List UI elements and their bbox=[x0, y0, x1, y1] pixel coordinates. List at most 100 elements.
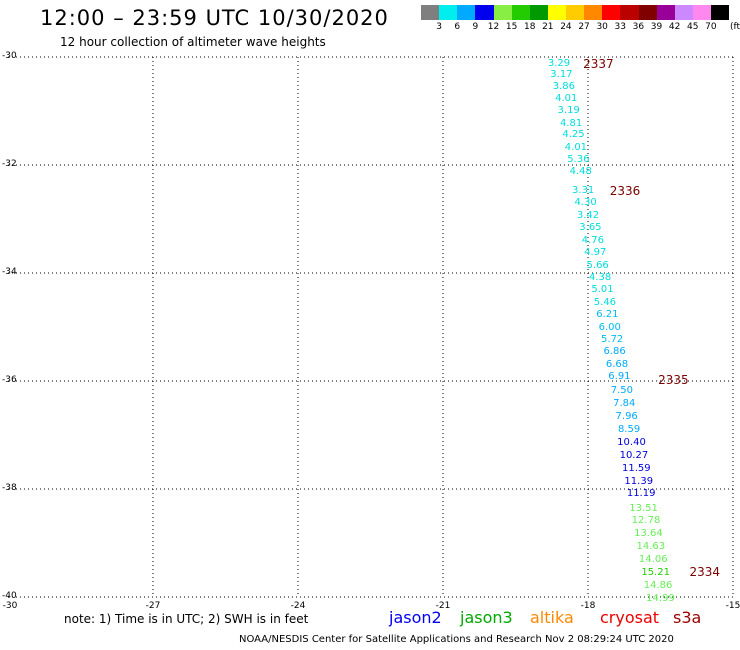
color-scale-label: 9 bbox=[472, 22, 479, 32]
color-scale-swatch bbox=[638, 5, 657, 20]
swh-observation: 5.66 bbox=[586, 259, 609, 271]
lat-tick-label: -32 bbox=[2, 159, 17, 169]
color-scale-label: 18 bbox=[523, 22, 536, 32]
swh-observation: 7.96 bbox=[615, 410, 638, 422]
color-scale-swatch bbox=[511, 5, 530, 20]
lat-tick-label: -38 bbox=[2, 483, 17, 493]
color-scale-swatch bbox=[529, 5, 548, 20]
color-scale-swatch bbox=[584, 5, 603, 20]
color-scale-swatch bbox=[439, 5, 458, 20]
footnote: note: 1) Time is in UTC; 2) SWH is in fe… bbox=[64, 612, 309, 626]
swh-observation: 8.59 bbox=[617, 423, 641, 435]
satellite-legend-item: cryosat bbox=[600, 608, 660, 627]
color-scale bbox=[421, 5, 730, 20]
swh-observation: 10.27 bbox=[619, 449, 649, 461]
lat-tick-label: -30 bbox=[2, 51, 17, 61]
color-scale-swatch bbox=[566, 5, 585, 20]
pass-label: 2337 bbox=[583, 57, 614, 72]
color-scale-label: 33 bbox=[614, 22, 627, 32]
lat-tick-label: -36 bbox=[2, 375, 17, 385]
swh-observation: 6.21 bbox=[596, 309, 619, 321]
pass-label: 2335 bbox=[658, 373, 689, 387]
swh-observation: 5.36 bbox=[567, 153, 590, 165]
swh-observation: 3.17 bbox=[550, 68, 573, 80]
color-scale-swatch bbox=[692, 5, 711, 20]
color-scale-swatch bbox=[475, 5, 494, 20]
swh-observation: 3.42 bbox=[576, 209, 600, 221]
swh-observation: 14.86 bbox=[643, 580, 673, 592]
pass-label: 2336 bbox=[609, 184, 641, 198]
color-scale-label: 39 bbox=[650, 22, 663, 32]
satellite-legend-item: s3a bbox=[673, 608, 702, 627]
swh-observation: 4.48 bbox=[569, 165, 592, 177]
color-scale-swatch bbox=[602, 5, 621, 20]
credit-line: NOAA/NESDIS Center for Satellite Applica… bbox=[239, 634, 674, 645]
color-scale-label: 45 bbox=[687, 22, 699, 32]
color-scale-label: 30 bbox=[596, 22, 608, 32]
map-title: 12:00 – 23:59 UTC 10/30/2020 bbox=[40, 6, 389, 30]
color-scale-swatch bbox=[547, 5, 566, 20]
swh-observation: 11.59 bbox=[622, 462, 651, 474]
swh-observation: 5.01 bbox=[591, 284, 614, 296]
swh-observation: 4.97 bbox=[584, 247, 607, 259]
map-subtitle: 12 hour collection of altimeter wave hei… bbox=[60, 35, 326, 49]
satellite-legend-item: altika bbox=[530, 608, 574, 627]
satellite-legend-item: jason2 bbox=[389, 608, 442, 627]
swh-observation: 4.25 bbox=[562, 129, 585, 141]
swh-observation: 12.78 bbox=[631, 515, 661, 527]
lon-tick-label: -30 bbox=[2, 601, 18, 611]
swh-observation: 14.99 bbox=[646, 593, 675, 605]
color-scale-swatch bbox=[493, 5, 512, 20]
swh-observation: 3.31 bbox=[572, 185, 595, 196]
lon-tick-label: -21 bbox=[435, 601, 451, 611]
color-scale-label: 27 bbox=[578, 22, 590, 32]
swh-observation: 14.06 bbox=[638, 554, 668, 566]
lon-tick-label: -24 bbox=[290, 601, 306, 611]
color-scale-swatch bbox=[421, 5, 440, 20]
color-scale-label: 42 bbox=[668, 22, 681, 32]
color-scale-swatch bbox=[457, 5, 476, 20]
swh-observation: 6.91 bbox=[608, 371, 631, 383]
lat-tick-label: -34 bbox=[2, 267, 17, 277]
color-scale-label: 6 bbox=[454, 22, 461, 32]
pass-label: 2334 bbox=[689, 564, 721, 579]
color-scale-label: 21 bbox=[542, 22, 554, 32]
swh-observation: 10.40 bbox=[617, 436, 646, 448]
color-scale-label: 36 bbox=[632, 22, 645, 32]
color-scale-swatch bbox=[620, 5, 639, 20]
swh-observation: 3.19 bbox=[557, 105, 580, 117]
swh-observation: 6.86 bbox=[603, 346, 626, 358]
swh-observation: 6.00 bbox=[598, 321, 621, 333]
swh-observation: 4.76 bbox=[581, 234, 604, 246]
swh-observation: 11.39 bbox=[624, 475, 654, 487]
color-scale-label: 15 bbox=[505, 22, 518, 32]
swh-observation: 4.01 bbox=[564, 141, 588, 153]
swh-observation: 3.65 bbox=[579, 222, 602, 234]
lon-tick-label: -27 bbox=[145, 601, 161, 611]
lat-tick-label: -40 bbox=[2, 591, 17, 601]
color-scale-label: 70 bbox=[705, 22, 717, 32]
color-scale-label: 24 bbox=[560, 22, 572, 32]
color-scale-unit: (ft) bbox=[730, 22, 740, 32]
swh-observation: 5.46 bbox=[593, 296, 617, 308]
color-scale-swatch bbox=[656, 5, 675, 20]
swh-observation: 5.72 bbox=[601, 334, 624, 346]
swh-observation: 3.29 bbox=[547, 58, 571, 70]
swh-observation: 4.01 bbox=[555, 93, 578, 105]
swh-observation: 4.30 bbox=[574, 197, 597, 209]
swh-observation: 11.19 bbox=[626, 488, 656, 500]
color-scale-label: 12 bbox=[487, 22, 500, 32]
swh-observation: 7.84 bbox=[613, 397, 636, 409]
lon-tick-label: -15 bbox=[725, 601, 740, 611]
swh-observation: 7.50 bbox=[610, 384, 633, 396]
swh-observation: 15.21 bbox=[641, 567, 670, 579]
swh-observation: 13.51 bbox=[629, 502, 658, 514]
lon-tick-label: -18 bbox=[580, 601, 596, 611]
swh-observation: 4.38 bbox=[588, 271, 612, 283]
swh-observation: 6.68 bbox=[605, 358, 629, 370]
color-scale-label: 3 bbox=[436, 22, 442, 32]
swh-observation: 4.81 bbox=[559, 117, 583, 129]
color-scale-swatch bbox=[711, 5, 730, 20]
color-scale-swatch bbox=[674, 5, 693, 20]
